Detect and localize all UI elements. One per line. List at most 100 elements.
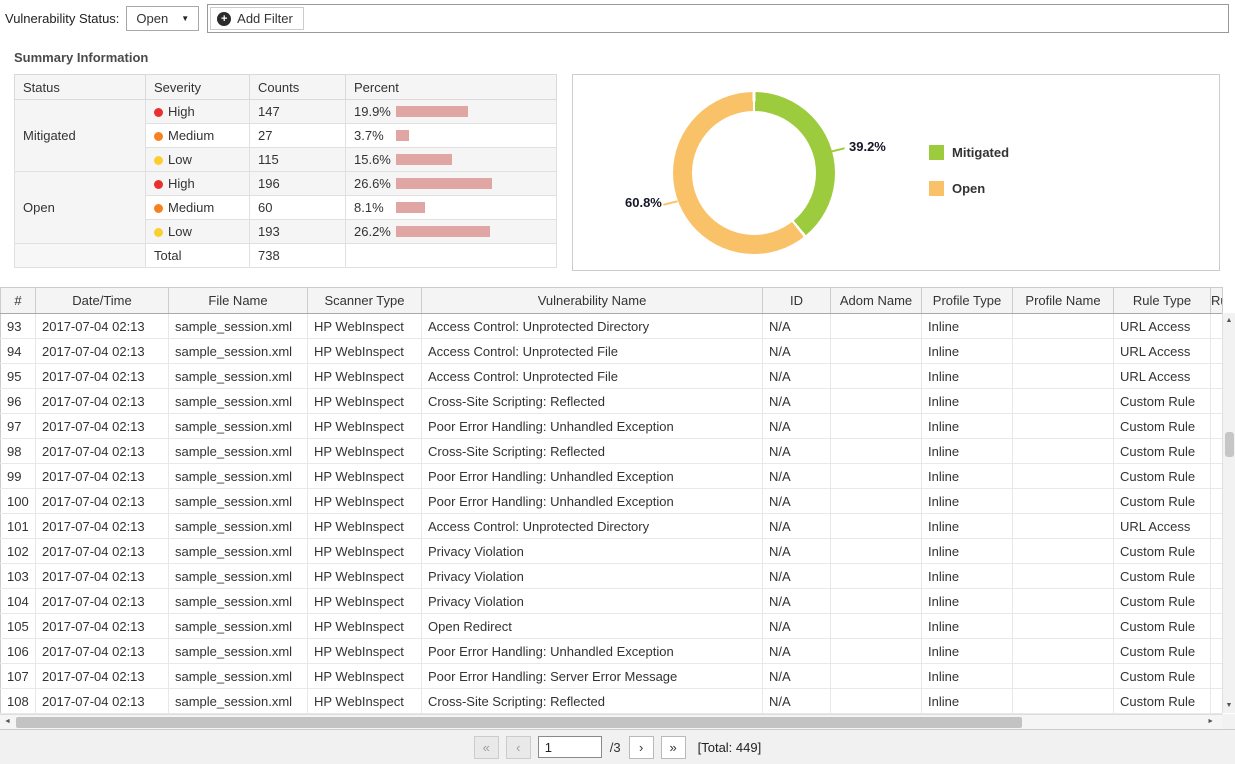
table-row[interactable]: 102 2017-07-04 02:13 sample_session.xml HP …	[0, 538, 1223, 564]
cell-ruletype: Custom Rule	[1113, 388, 1211, 414]
cell-ruletype: Custom Rule	[1113, 538, 1211, 564]
legend-item-open[interactable]: Open	[929, 181, 1009, 196]
add-filter-button[interactable]: + Add Filter	[210, 7, 304, 30]
percent-text: 19.9%	[354, 104, 391, 119]
cell-filename: sample_session.xml	[168, 413, 308, 439]
cell-id: N/A	[762, 463, 831, 489]
col-header-id[interactable]: ID	[762, 287, 831, 314]
col-header-scanner[interactable]: Scanner Type	[307, 287, 422, 314]
percent-cell: 26.6%	[345, 171, 557, 196]
col-header-profiletype[interactable]: Profile Type	[921, 287, 1013, 314]
cell-filename: sample_session.xml	[168, 363, 308, 389]
scroll-left-icon[interactable]: ◄	[4, 718, 11, 725]
cell-profilename	[1012, 538, 1114, 564]
cell-datetime: 2017-07-04 02:13	[35, 438, 169, 464]
cell-vulnname: Privacy Violation	[421, 588, 763, 614]
cell-vulnname: Poor Error Handling: Unhandled Exception	[421, 638, 763, 664]
table-row[interactable]: 97 2017-07-04 02:13 sample_session.xml HP W…	[0, 413, 1223, 439]
cell-rulename	[1210, 488, 1223, 514]
table-row[interactable]: 107 2017-07-04 02:13 sample_session.xml HP …	[0, 663, 1223, 689]
percent-bar	[396, 202, 426, 213]
summary-col-percent: Percent	[345, 74, 557, 100]
table-row[interactable]: 108 2017-07-04 02:13 sample_session.xml HP …	[0, 688, 1223, 714]
scroll-up-icon[interactable]: ▲	[1225, 317, 1233, 324]
cell-num: 108	[0, 688, 36, 714]
cell-filename: sample_session.xml	[168, 463, 308, 489]
cell-ruletype: Custom Rule	[1113, 663, 1211, 689]
table-row[interactable]: 103 2017-07-04 02:13 sample_session.xml HP …	[0, 563, 1223, 589]
scrollbar-corner	[1222, 714, 1235, 729]
cell-vulnname: Open Redirect	[421, 613, 763, 639]
cell-num: 100	[0, 488, 36, 514]
percent-cell: 19.9%	[345, 99, 557, 124]
col-header-vulnname[interactable]: Vulnerability Name	[421, 287, 763, 314]
table-row[interactable]: 95 2017-07-04 02:13 sample_session.xml HP W…	[0, 363, 1223, 389]
donut-chart[interactable]	[673, 92, 835, 254]
scroll-right-icon[interactable]: ►	[1207, 718, 1214, 725]
col-header-profilename[interactable]: Profile Name	[1012, 287, 1114, 314]
cell-id: N/A	[762, 688, 831, 714]
cell-adom	[830, 663, 922, 689]
scroll-down-icon[interactable]: ▼	[1225, 702, 1233, 709]
cell-ruletype: Custom Rule	[1113, 413, 1211, 439]
last-page-button[interactable]: »	[660, 735, 686, 759]
table-row[interactable]: 104 2017-07-04 02:13 sample_session.xml HP …	[0, 588, 1223, 614]
summary-total-row: Total 738	[14, 243, 557, 268]
cell-adom	[830, 538, 922, 564]
col-header-adom[interactable]: Adom Name	[830, 287, 922, 314]
cell-rulename	[1210, 613, 1223, 639]
summary-row: Open High 196 26.6%	[14, 171, 557, 244]
table-row[interactable]: 101 2017-07-04 02:13 sample_session.xml HP …	[0, 513, 1223, 539]
col-header-num[interactable]: #	[0, 287, 36, 314]
first-page-button[interactable]: «	[473, 735, 499, 759]
vertical-scrollbar[interactable]: ▲ ▼	[1222, 313, 1235, 713]
cell-vulnname: Access Control: Unprotected Directory	[421, 513, 763, 539]
cell-scanner: HP WebInspect	[307, 438, 422, 464]
table-row[interactable]: 93 2017-07-04 02:13 sample_session.xml HP W…	[0, 313, 1223, 339]
table-row[interactable]: 100 2017-07-04 02:13 sample_session.xml HP …	[0, 488, 1223, 514]
percent-bar	[396, 106, 468, 117]
horizontal-scroll-thumb[interactable]	[16, 717, 1022, 728]
horizontal-scrollbar[interactable]: ◄ ►	[0, 714, 1222, 729]
page-input[interactable]	[537, 736, 602, 758]
add-filter-label: Add Filter	[237, 11, 293, 26]
chevron-down-icon: ▼	[181, 14, 190, 23]
next-page-button[interactable]: ›	[628, 735, 654, 759]
col-header-ruletype[interactable]: Rule Type	[1113, 287, 1211, 314]
cell-profiletype: Inline	[921, 638, 1013, 664]
cell-profiletype: Inline	[921, 513, 1013, 539]
cell-datetime: 2017-07-04 02:13	[35, 613, 169, 639]
cell-filename: sample_session.xml	[168, 388, 308, 414]
cell-profilename	[1012, 413, 1114, 439]
cell-id: N/A	[762, 413, 831, 439]
table-row[interactable]: 98 2017-07-04 02:13 sample_session.xml HP W…	[0, 438, 1223, 464]
prev-page-button[interactable]: ‹	[505, 735, 531, 759]
table-row[interactable]: 94 2017-07-04 02:13 sample_session.xml HP W…	[0, 338, 1223, 364]
col-header-rulename[interactable]: Ru	[1210, 287, 1223, 314]
col-header-datetime[interactable]: Date/Time	[35, 287, 169, 314]
vulnerability-status-dropdown[interactable]: Open ▼	[126, 6, 200, 31]
percent-cell: 15.6%	[345, 147, 557, 172]
cell-rulename	[1210, 563, 1223, 589]
cell-rulename	[1210, 513, 1223, 539]
severity-cell: Low	[145, 147, 250, 172]
table-row[interactable]: 106 2017-07-04 02:13 sample_session.xml HP …	[0, 638, 1223, 664]
vertical-scroll-thumb[interactable]	[1225, 432, 1234, 457]
cell-num: 104	[0, 588, 36, 614]
percent-text: 26.2%	[354, 224, 391, 239]
vulnerabilities-table: # Date/Time File Name Scanner Type Vulnerabi…	[0, 287, 1223, 714]
cell-scanner: HP WebInspect	[307, 313, 422, 339]
percent-text: 26.6%	[354, 176, 391, 191]
table-row[interactable]: 99 2017-07-04 02:13 sample_session.xml HP W…	[0, 463, 1223, 489]
cell-rulename	[1210, 588, 1223, 614]
table-row[interactable]: 105 2017-07-04 02:13 sample_session.xml HP …	[0, 613, 1223, 639]
table-header-row: # Date/Time File Name Scanner Type Vulnerabi…	[0, 287, 1223, 314]
total-percent-cell	[345, 243, 557, 268]
legend-swatch-mitigated	[929, 145, 944, 160]
col-header-filename[interactable]: File Name	[168, 287, 308, 314]
table-row[interactable]: 96 2017-07-04 02:13 sample_session.xml HP W…	[0, 388, 1223, 414]
cell-ruletype: Custom Rule	[1113, 438, 1211, 464]
summary-area: Status Severity Counts Percent Mitigated…	[0, 74, 1235, 271]
cell-adom	[830, 388, 922, 414]
legend-item-mitigated[interactable]: Mitigated	[929, 145, 1009, 160]
